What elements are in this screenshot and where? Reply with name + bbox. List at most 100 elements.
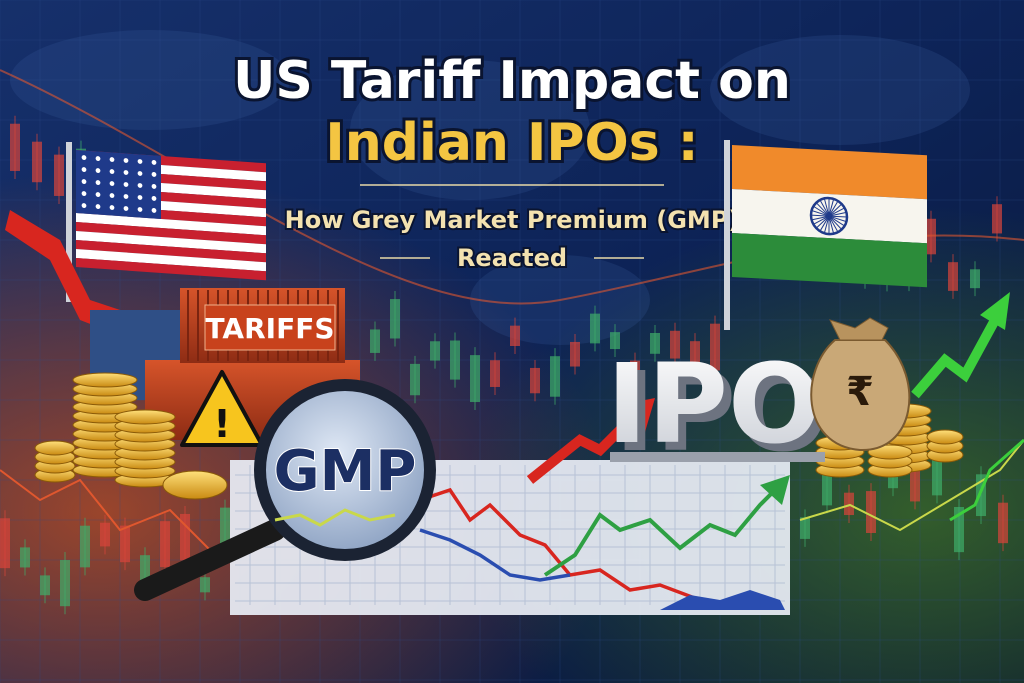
candlestick [650, 332, 660, 354]
flag-star [151, 184, 157, 189]
flag-star [81, 191, 87, 196]
flag-star [109, 157, 115, 162]
blue-area [660, 590, 785, 610]
candlestick [590, 313, 600, 344]
map-shape [10, 30, 290, 130]
flag-star [123, 158, 129, 163]
chakra-spoke [828, 203, 843, 217]
candlestick [630, 360, 640, 399]
flag-star [109, 193, 115, 198]
flag-star [137, 171, 143, 176]
candlestick [370, 329, 380, 353]
chakra-spoke [823, 215, 830, 234]
candlestick [100, 522, 110, 547]
candlestick [570, 341, 580, 367]
flag-star [137, 195, 143, 200]
candlestick [430, 341, 440, 361]
candlestick [690, 341, 700, 375]
candlestick [948, 262, 958, 291]
candlestick [200, 577, 210, 593]
ipo-base [610, 452, 825, 462]
candlestick [976, 474, 986, 517]
tariffs-label: TARIFFS [206, 312, 335, 345]
chakra-spoke [828, 207, 845, 217]
flag-band [732, 145, 927, 200]
flag-star [151, 160, 157, 165]
candlestick [670, 330, 680, 359]
coin [867, 444, 913, 460]
flag-star [137, 207, 143, 212]
candlestick [844, 492, 854, 516]
rupee-symbol: ₹ [846, 369, 874, 415]
flag-band [732, 233, 927, 288]
up-arrow [526, 406, 644, 484]
candlestick [140, 555, 150, 588]
candlestick [160, 521, 170, 568]
candlestick [60, 560, 70, 607]
flag-star [151, 172, 157, 177]
candlestick [970, 269, 980, 289]
candlestick [954, 506, 964, 553]
magnifier-handle [134, 519, 286, 601]
flag-stripe [76, 231, 266, 254]
title-line: Indian IPOs : [325, 113, 698, 173]
flag-star [95, 180, 101, 185]
chakra-spoke [813, 205, 830, 217]
candlestick [910, 454, 920, 502]
flag-star [137, 159, 143, 164]
chakra-spoke [819, 199, 830, 217]
chakra-spoke [828, 215, 845, 227]
flag-stripe [76, 222, 266, 245]
candlestick [710, 323, 720, 371]
chakra-spoke [828, 215, 835, 234]
flag-star [123, 194, 129, 199]
chakra-spoke [823, 198, 830, 217]
money-bag [810, 339, 911, 452]
chakra-spoke [828, 198, 835, 217]
chakra-spoke [815, 215, 830, 229]
candlestick [40, 575, 50, 596]
map-shape [710, 35, 970, 145]
up-arrowhead [620, 398, 655, 432]
trend-line [0, 469, 221, 561]
chakra-spoke [819, 215, 830, 232]
candlestick [450, 340, 460, 380]
coin [162, 470, 228, 500]
candlestick [0, 518, 10, 569]
magnifier-lens [254, 379, 436, 561]
candlestick [992, 204, 1002, 234]
blue-line [419, 528, 571, 582]
flag-star [95, 168, 101, 173]
candlestick [490, 360, 500, 387]
coin [926, 429, 964, 445]
coin [72, 372, 138, 388]
lens-line [274, 508, 396, 527]
flag-pole [724, 140, 730, 330]
candlestick [510, 325, 520, 347]
map-shape [350, 60, 590, 200]
coin [114, 409, 176, 425]
candlestick [866, 491, 876, 534]
chakra-spoke [828, 211, 847, 217]
flag-star [81, 179, 87, 184]
flag-star [95, 192, 101, 197]
chakra-spoke [811, 214, 829, 217]
flag-star [123, 182, 129, 187]
red-line [419, 487, 701, 602]
flag-stripe [76, 258, 266, 281]
chakra-spoke [828, 200, 839, 217]
candlestick [932, 449, 942, 496]
subtitle-line: How Grey Market Premium (GMP) [285, 206, 740, 234]
candlestick [10, 123, 20, 171]
chakra-spoke [811, 210, 830, 217]
chakra-spoke [813, 215, 830, 225]
flag-canton [76, 150, 161, 219]
title-line: US Tariff Impact on [233, 51, 791, 111]
flag-stripe [76, 249, 266, 272]
chakra-spoke [828, 215, 847, 223]
candlestick [54, 154, 64, 196]
flag-star [81, 203, 87, 208]
subtitle-line: Reacted [457, 244, 567, 272]
